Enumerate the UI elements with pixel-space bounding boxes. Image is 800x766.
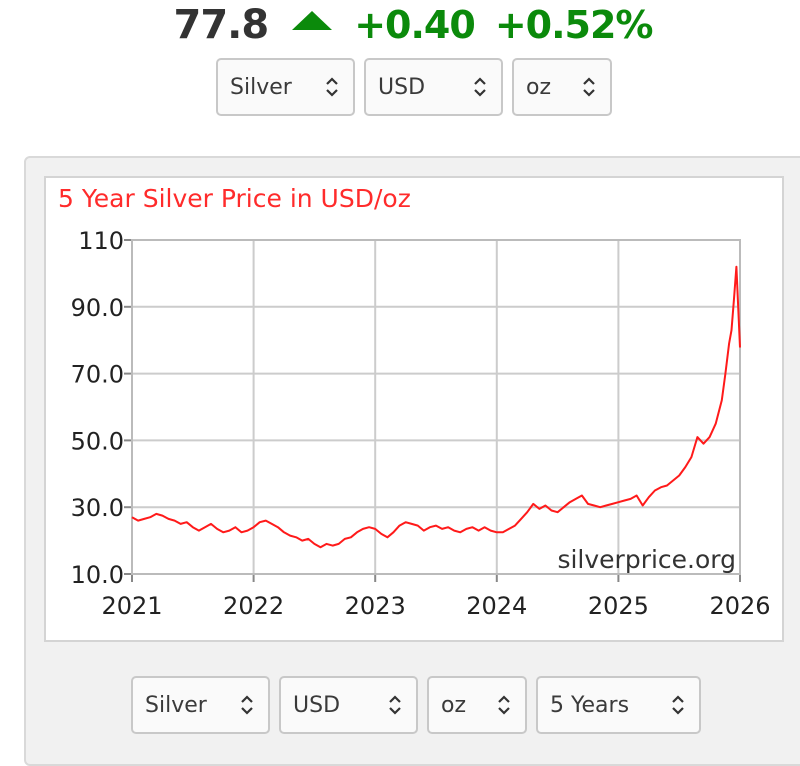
x-tick-label: 2021 (101, 592, 162, 620)
y-axis-ticks: 10.0 30.0 50.0 70.0 90.0 110 (71, 227, 124, 589)
x-tick-label: 2024 (466, 592, 527, 620)
currency-select[interactable]: USD (364, 58, 503, 116)
x-tick-label: 2022 (223, 592, 284, 620)
currency-select-value: USD (378, 74, 426, 100)
price-chart: 10.0 30.0 50.0 70.0 90.0 110 2021 2022 2023 2024… (71, 227, 771, 620)
updown-chevron-icon (471, 76, 489, 98)
unit-select-value: oz (526, 74, 552, 100)
price-change-percent: +0.52% (494, 3, 654, 47)
updown-chevron-icon (238, 694, 256, 716)
chart-currency-select-value: USD (293, 692, 341, 718)
y-tick-label: 110 (78, 227, 124, 255)
plot-border (131, 239, 741, 575)
chart-series (131, 265, 741, 549)
chart-unit-select-value: oz (441, 692, 467, 718)
y-tick-label: 70.0 (71, 361, 124, 389)
chart-currency-select[interactable]: USD (279, 676, 418, 734)
chart-period-select[interactable]: 5 Years (536, 676, 701, 734)
metal-select[interactable]: Silver (216, 58, 355, 116)
series-line-silver (131, 265, 741, 549)
current-price: 77.8 (173, 2, 270, 48)
chart-grid (124, 239, 741, 582)
x-axis-ticks: 2021 2022 2023 2024 2025 2026 (101, 592, 770, 620)
x-tick-label: 2026 (709, 592, 770, 620)
chart-frame (44, 176, 784, 642)
y-tick-label: 30.0 (71, 494, 124, 522)
chart-metal-select-value: Silver (145, 692, 207, 718)
price-quote: 77.8 +0.40 +0.52% (0, 0, 800, 50)
updown-chevron-icon (669, 694, 687, 716)
triangle-up-icon (292, 10, 333, 30)
chart-unit-select[interactable]: oz (427, 676, 527, 734)
x-tick-label: 2023 (345, 592, 406, 620)
price-change: +0.40 (354, 3, 476, 47)
updown-chevron-icon (386, 694, 404, 716)
metal-select-value: Silver (230, 74, 292, 100)
unit-select[interactable]: oz (512, 58, 612, 116)
chart-metal-select[interactable]: Silver (131, 676, 270, 734)
x-tick-label: 2025 (588, 592, 649, 620)
chart-title: 5 Year Silver Price in USD/oz (58, 184, 411, 213)
y-tick-label: 90.0 (71, 294, 124, 322)
updown-chevron-icon (495, 694, 513, 716)
y-tick-label: 50.0 (71, 427, 124, 455)
chart-period-select-value: 5 Years (550, 692, 630, 718)
chart-watermark: silverprice.org (557, 545, 736, 574)
y-tick-label: 10.0 (71, 561, 124, 589)
updown-chevron-icon (580, 76, 598, 98)
updown-chevron-icon (323, 76, 341, 98)
